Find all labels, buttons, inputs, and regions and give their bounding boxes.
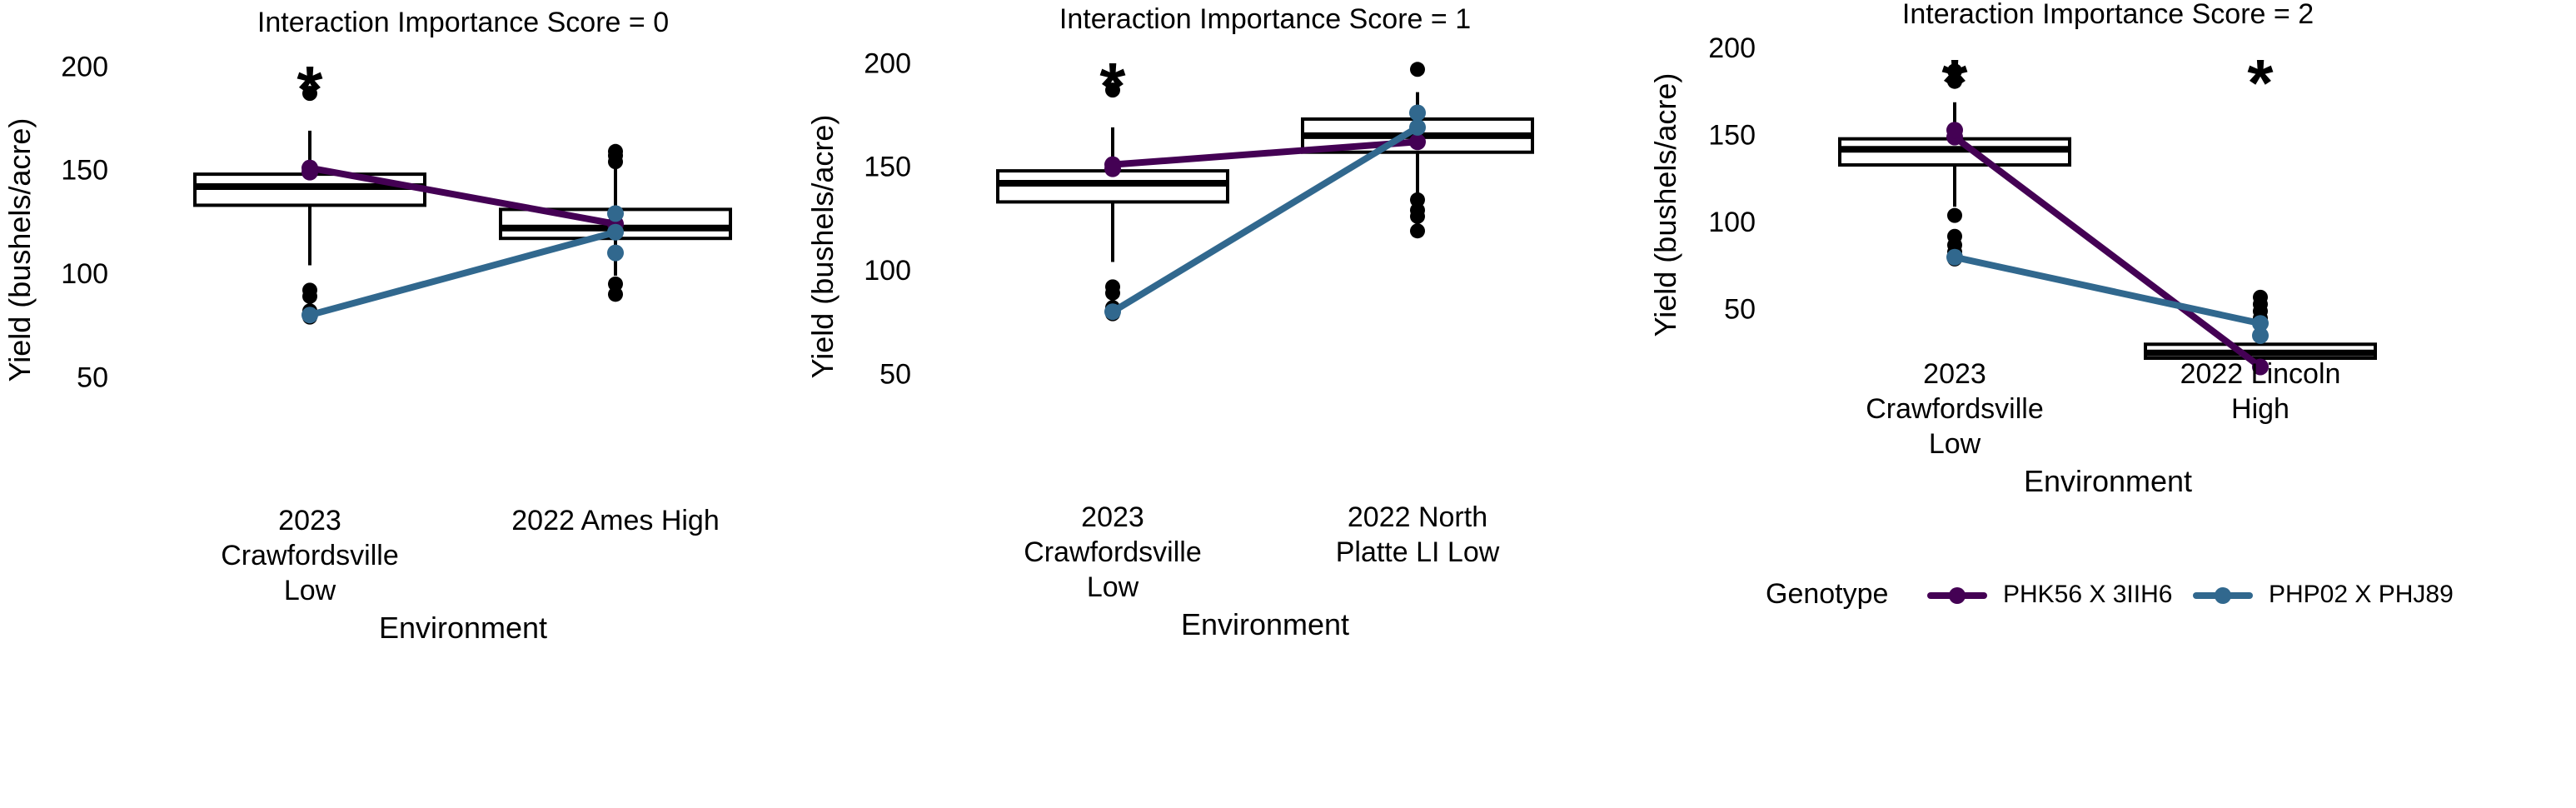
outlier-point <box>302 282 317 298</box>
y-tick-label: 150 <box>61 155 108 187</box>
genotype-point <box>301 163 318 181</box>
outlier-point <box>1410 202 1425 218</box>
x-category-line: Low <box>284 575 336 606</box>
outlier-point <box>608 276 623 292</box>
y-tick-label: 200 <box>864 47 911 79</box>
outlier-point <box>608 287 623 302</box>
chart-panel-2: Interaction Importance Score = 2 50 100 150… <box>1648 0 2377 498</box>
genotype-point <box>607 244 624 262</box>
outlier-point <box>1947 207 1962 223</box>
outlier-point <box>1947 63 1962 79</box>
x-category-label: 2023 Crawfordsville Low <box>1866 358 2044 460</box>
x-category-line: 2022 Lincoln <box>2180 358 2341 390</box>
chart-panel-0: Interaction Importance Score = 0 50 100 150… <box>2 7 732 645</box>
x-axis-label: Environment <box>2024 464 2192 498</box>
y-tick-label: 50 <box>1724 294 1756 326</box>
chart-title: Interaction Importance Score = 2 <box>1902 0 2314 30</box>
y-tick-label: 200 <box>61 51 108 82</box>
genotype-point <box>1946 122 1963 139</box>
series-point <box>1946 248 1963 266</box>
outlier-point <box>1105 82 1120 98</box>
x-category-line: Low <box>1087 571 1139 603</box>
chart-title: Interaction Importance Score = 0 <box>257 7 669 38</box>
y-tick-label: 200 <box>1708 32 1756 64</box>
x-category-label: 2022 Ames High <box>511 505 720 536</box>
legend-entry-label: PHK56 X 3IIH6 <box>2003 581 2172 608</box>
outlier-point <box>1410 192 1425 207</box>
outlier-point <box>1947 228 1962 244</box>
legend-title: Genotype <box>1766 578 1888 610</box>
outlier-point <box>1947 73 1962 89</box>
series-line-0 <box>306 164 619 227</box>
x-category-line: High <box>2231 393 2290 425</box>
outlier-point <box>302 86 317 102</box>
series-line-0 <box>1109 138 1421 168</box>
outlier-point <box>2253 289 2268 305</box>
series-point <box>1409 133 1426 151</box>
significance-star: * <box>296 52 323 127</box>
series-point <box>1104 303 1121 321</box>
significance-star: * <box>1099 49 1126 123</box>
legend-entry-label: PHP02 X PHJ89 <box>2269 581 2454 608</box>
series-point <box>2252 358 2269 376</box>
genotype-point <box>607 205 624 222</box>
x-category-line: Crawfordsville <box>1024 536 1202 568</box>
x-axis-label: Environment <box>1181 607 1349 641</box>
y-tick-label: 150 <box>1708 120 1756 152</box>
genotype-point <box>2252 327 2269 344</box>
legend-swatch-point <box>1949 587 1966 604</box>
outlier-point <box>1105 279 1120 295</box>
y-axis-label: Yield (bushels/acre) <box>1648 73 1682 337</box>
x-category-line: 2022 Ames High <box>511 505 720 536</box>
genotype-point <box>1104 160 1121 177</box>
y-axis-label: Yield (bushels/acre) <box>805 115 840 379</box>
significance-star: * <box>2247 46 2274 120</box>
x-category-label: 2023 Crawfordsville Low <box>1024 501 1202 603</box>
x-category-line: 2022 North <box>1348 501 1487 533</box>
series-line-0 <box>1951 133 2264 371</box>
series-line-1 <box>306 228 619 319</box>
series-point <box>301 307 318 324</box>
y-tick-label: 50 <box>77 362 108 393</box>
significance-star: * <box>1941 46 1968 120</box>
chart-title: Interaction Importance Score = 1 <box>1059 3 1471 35</box>
genotype-point <box>1409 104 1426 122</box>
series-line-1 <box>1109 123 1421 316</box>
outlier-point <box>1410 223 1425 239</box>
legend-swatch-point <box>2215 587 2231 604</box>
x-category-line: Crawfordsville <box>1866 393 2044 425</box>
x-category-line: Crawfordsville <box>221 540 399 571</box>
x-category-line: 2023 <box>278 505 341 536</box>
x-category-line: Low <box>1929 428 1981 460</box>
legend: Genotype PHK56 X 3IIH6 PHP02 X PHJ89 <box>1766 578 2454 610</box>
y-tick-label: 150 <box>864 152 911 183</box>
series-point <box>607 223 624 241</box>
x-category-line: Platte LI Low <box>1336 536 1500 568</box>
x-category-line: 2023 <box>1081 501 1144 533</box>
series-point <box>1409 118 1426 136</box>
y-tick-label: 100 <box>864 255 911 287</box>
y-axis-label: Yield (bushels/acre) <box>2 118 37 382</box>
series-point <box>2252 315 2269 332</box>
series-line-1 <box>1951 253 2264 327</box>
x-axis-label: Environment <box>379 611 547 645</box>
x-category-label: 2022 North Platte LI Low <box>1336 501 1500 568</box>
y-tick-label: 100 <box>61 258 108 290</box>
x-category-label: 2023 Crawfordsville Low <box>221 505 399 606</box>
outlier-point <box>1410 62 1425 77</box>
outlier-point <box>608 143 623 159</box>
chart-panel-1: Interaction Importance Score = 1 50 100 150… <box>805 3 1534 641</box>
y-tick-label: 100 <box>1708 207 1756 238</box>
x-category-label: 2022 Lincoln High <box>2180 358 2341 425</box>
y-tick-label: 50 <box>879 358 911 390</box>
x-category-line: 2023 <box>1923 358 1986 390</box>
